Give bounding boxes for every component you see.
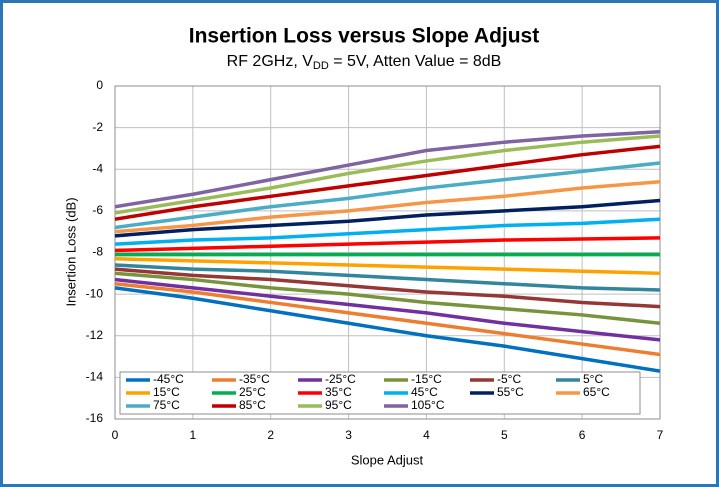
y-tick-label: 0 — [96, 78, 103, 92]
series-line — [114, 271, 661, 326]
x-tick-label: 7 — [657, 428, 664, 442]
legend-label: -15°C — [411, 372, 442, 386]
x-tick-label: 2 — [267, 428, 274, 442]
legend-label: 5°C — [583, 372, 603, 386]
legend-box — [119, 371, 641, 415]
y-axis-label: Insertion Loss (dB) — [63, 197, 78, 306]
x-tick-label: 3 — [345, 428, 352, 442]
legend-label: 15°C — [153, 385, 180, 399]
legend-label: 65°C — [583, 385, 610, 399]
series-line — [114, 267, 661, 309]
subtitle-part: = 5V, Atten Value = 8dB — [329, 53, 502, 70]
series-line — [114, 198, 661, 238]
legend-label: 25°C — [239, 385, 266, 399]
series-line — [114, 236, 661, 253]
legend-label: 35°C — [325, 385, 352, 399]
y-tick-label: -6 — [92, 203, 103, 217]
series-line — [114, 263, 661, 292]
x-tick-label: 0 — [112, 428, 119, 442]
subtitle-part: RF 2GHz, V — [227, 53, 314, 70]
series-line — [114, 144, 661, 221]
chart-title: Insertion Loss versus Slope Adjust — [189, 25, 539, 48]
legend-label: -25°C — [325, 372, 356, 386]
series-line — [114, 179, 661, 234]
x-tick-label: 1 — [190, 428, 197, 442]
legend-label: -5°C — [497, 372, 521, 386]
subtitle-subscript: DD — [313, 60, 329, 72]
legend-label: 85°C — [239, 398, 266, 412]
legend-label: -45°C — [153, 372, 184, 386]
x-tick-label: 5 — [501, 428, 508, 442]
x-tick-label: 4 — [423, 428, 430, 442]
x-tick-label: 6 — [579, 428, 586, 442]
legend-label: -35°C — [239, 372, 270, 386]
legend-label: 45°C — [411, 385, 438, 399]
series-line — [114, 286, 661, 373]
series-line — [114, 277, 661, 342]
y-tick-label: -2 — [92, 120, 103, 134]
series-line — [114, 217, 661, 246]
series-line — [114, 134, 661, 215]
y-tick-label: -14 — [86, 370, 104, 384]
series-line — [114, 281, 661, 357]
series-line — [114, 130, 661, 209]
x-axis-label: Slope Adjust — [351, 452, 424, 467]
legend-label: 95°C — [325, 398, 352, 412]
series-line — [114, 256, 661, 276]
y-tick-label: -12 — [86, 328, 104, 342]
y-tick-label: -8 — [92, 245, 103, 259]
legend-label: 55°C — [497, 385, 524, 399]
series-line — [114, 161, 661, 230]
legend-label: 105°C — [411, 398, 445, 412]
chart-subtitle: RF 2GHz, VDD = 5V, Atten Value = 8dB — [227, 53, 502, 72]
y-tick-label: -16 — [86, 411, 104, 425]
legend-label: 75°C — [153, 398, 180, 412]
plot-border — [114, 85, 661, 420]
y-tick-label: -10 — [86, 286, 104, 300]
y-tick-label: -4 — [92, 161, 103, 175]
